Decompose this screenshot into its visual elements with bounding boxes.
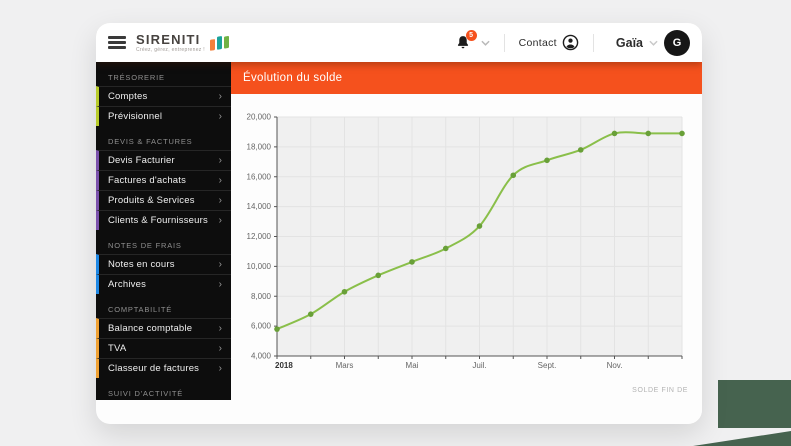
user-avatar[interactable]: G [664, 29, 690, 56]
svg-text:18,000: 18,000 [247, 142, 272, 151]
notifications-bell-icon[interactable]: 5 [455, 29, 477, 52]
svg-text:8,000: 8,000 [251, 292, 272, 301]
logo-name: SIRENITI [136, 31, 201, 47]
svg-text:20,000: 20,000 [247, 113, 272, 122]
contact-person-icon [562, 34, 579, 51]
balance-evolution-chart: 4,000 6,000 8,000 10,000 12,000 14,000 16,000 1… [237, 108, 694, 385]
svg-text:14,000: 14,000 [247, 202, 272, 211]
chevron-right-icon: › [218, 174, 222, 186]
chevron-right-icon: › [218, 110, 222, 122]
logo-flag-icon [209, 35, 229, 51]
app-logo[interactable]: SIRENITI Créez, gérez, entreprenez ! [136, 33, 231, 53]
sidebar-item-label: Balance comptable [108, 323, 193, 334]
chevron-right-icon: › [218, 362, 222, 374]
chevron-right-icon: › [218, 154, 222, 166]
sidebar-item-label: Prévisionnel [108, 111, 163, 122]
sidebar-item-comptes[interactable]: Comptes › [96, 86, 231, 106]
sidebar-item-label: Notes en cours [108, 259, 175, 270]
sidebar-item-clients-fournisseurs[interactable]: Clients & Fournisseurs › [96, 210, 231, 230]
chevron-right-icon: › [218, 194, 222, 206]
sidebar-item-label: Comptes [108, 91, 148, 102]
chart-legend: SOLDE FIN DE [632, 387, 688, 394]
chevron-right-icon: › [218, 322, 222, 334]
svg-text:6,000: 6,000 [251, 322, 272, 331]
page-title: Évolution du solde [243, 72, 343, 84]
sidebar-item-label: Factures d'achats [108, 175, 187, 186]
contact-button[interactable]: Contact [519, 34, 579, 51]
chevron-right-icon: › [218, 342, 222, 354]
sidebar-item-label: Archives [108, 279, 147, 290]
svg-text:Juil.: Juil. [472, 361, 486, 370]
svg-text:16,000: 16,000 [247, 172, 272, 181]
contact-label: Contact [518, 36, 557, 49]
top-header: SIRENITI Créez, gérez, entreprenez ! 5 [96, 23, 702, 62]
app-window: SIRENITI Créez, gérez, entreprenez ! 5 [96, 23, 702, 424]
chevron-right-icon: › [218, 278, 222, 290]
notification-badge: 5 [465, 29, 477, 41]
svg-text:Mai: Mai [406, 361, 419, 370]
header-divider [503, 33, 505, 52]
sidebar-item-previsionnel[interactable]: Prévisionnel › [96, 106, 231, 126]
page-title-bar: Évolution du solde [231, 62, 702, 94]
hamburger-menu-icon[interactable] [108, 34, 126, 52]
user-chevron-down-icon [649, 40, 658, 46]
sidebar-item-label: Produits & Services [108, 195, 195, 206]
sidebar-nav: TRÉSORERIE Comptes › Prévisionnel › DEVIS & F… [96, 62, 231, 400]
chevron-right-icon: › [218, 214, 222, 226]
sidebar-item-devis-facturier[interactable]: Devis Facturier › [96, 150, 231, 170]
sidebar-item-archives[interactable]: Archives › [96, 274, 231, 294]
sidebar-item-classeur-de-factures[interactable]: Classeur de factures › [96, 358, 231, 378]
chevron-right-icon: › [218, 258, 222, 270]
notifications-chevron-down-icon[interactable] [480, 40, 490, 46]
line-chart-svg: 4,000 6,000 8,000 10,000 12,000 14,000 16,000 1… [247, 113, 685, 370]
svg-text:12,000: 12,000 [247, 232, 272, 241]
user-name: Gaïa [615, 35, 643, 50]
sidebar-item-balance-comptable[interactable]: Balance comptable › [96, 318, 231, 338]
sidebar-item-factures-d-achats[interactable]: Factures d'achats › [96, 170, 231, 190]
svg-text:Sept.: Sept. [538, 361, 557, 370]
sidebar-section-label-suivi-d-activite: SUIVI D'ACTIVITÉ [108, 389, 184, 398]
svg-text:Mars: Mars [336, 361, 354, 370]
sidebar-section-label-tresorerie: TRÉSORERIE [108, 73, 165, 82]
logo-tagline: Créez, gérez, entreprenez ! [136, 46, 205, 53]
sidebar-item-produits-services[interactable]: Produits & Services › [96, 190, 231, 210]
decor-green-shapes [693, 380, 791, 446]
svg-text:10,000: 10,000 [247, 262, 272, 271]
chevron-right-icon: › [218, 90, 222, 102]
sidebar-item-label: Devis Facturier [108, 155, 175, 166]
sidebar-item-tva[interactable]: TVA › [96, 338, 231, 358]
sidebar-item-label: Classeur de factures [108, 363, 200, 374]
sidebar-item-label: Clients & Fournisseurs [108, 215, 208, 226]
main-content: Évolution du solde 4,000 6,000 8,000 10,000… [231, 62, 702, 424]
user-menu[interactable]: Gaïa G [615, 29, 690, 56]
sidebar-section-label-notes-de-frais: NOTES DE FRAIS [108, 241, 182, 250]
svg-text:4,000: 4,000 [251, 352, 272, 361]
sidebar-section-label-comptabilite: COMPTABILITÉ [108, 305, 173, 314]
svg-text:Nov.: Nov. [607, 361, 623, 370]
svg-text:2018: 2018 [275, 361, 293, 370]
header-divider [592, 33, 594, 52]
sidebar-section-label-devis-factures: DEVIS & FACTURES [108, 137, 193, 146]
sidebar-item-notes-en-cours[interactable]: Notes en cours › [96, 254, 231, 274]
sidebar-item-label: TVA [108, 343, 127, 354]
